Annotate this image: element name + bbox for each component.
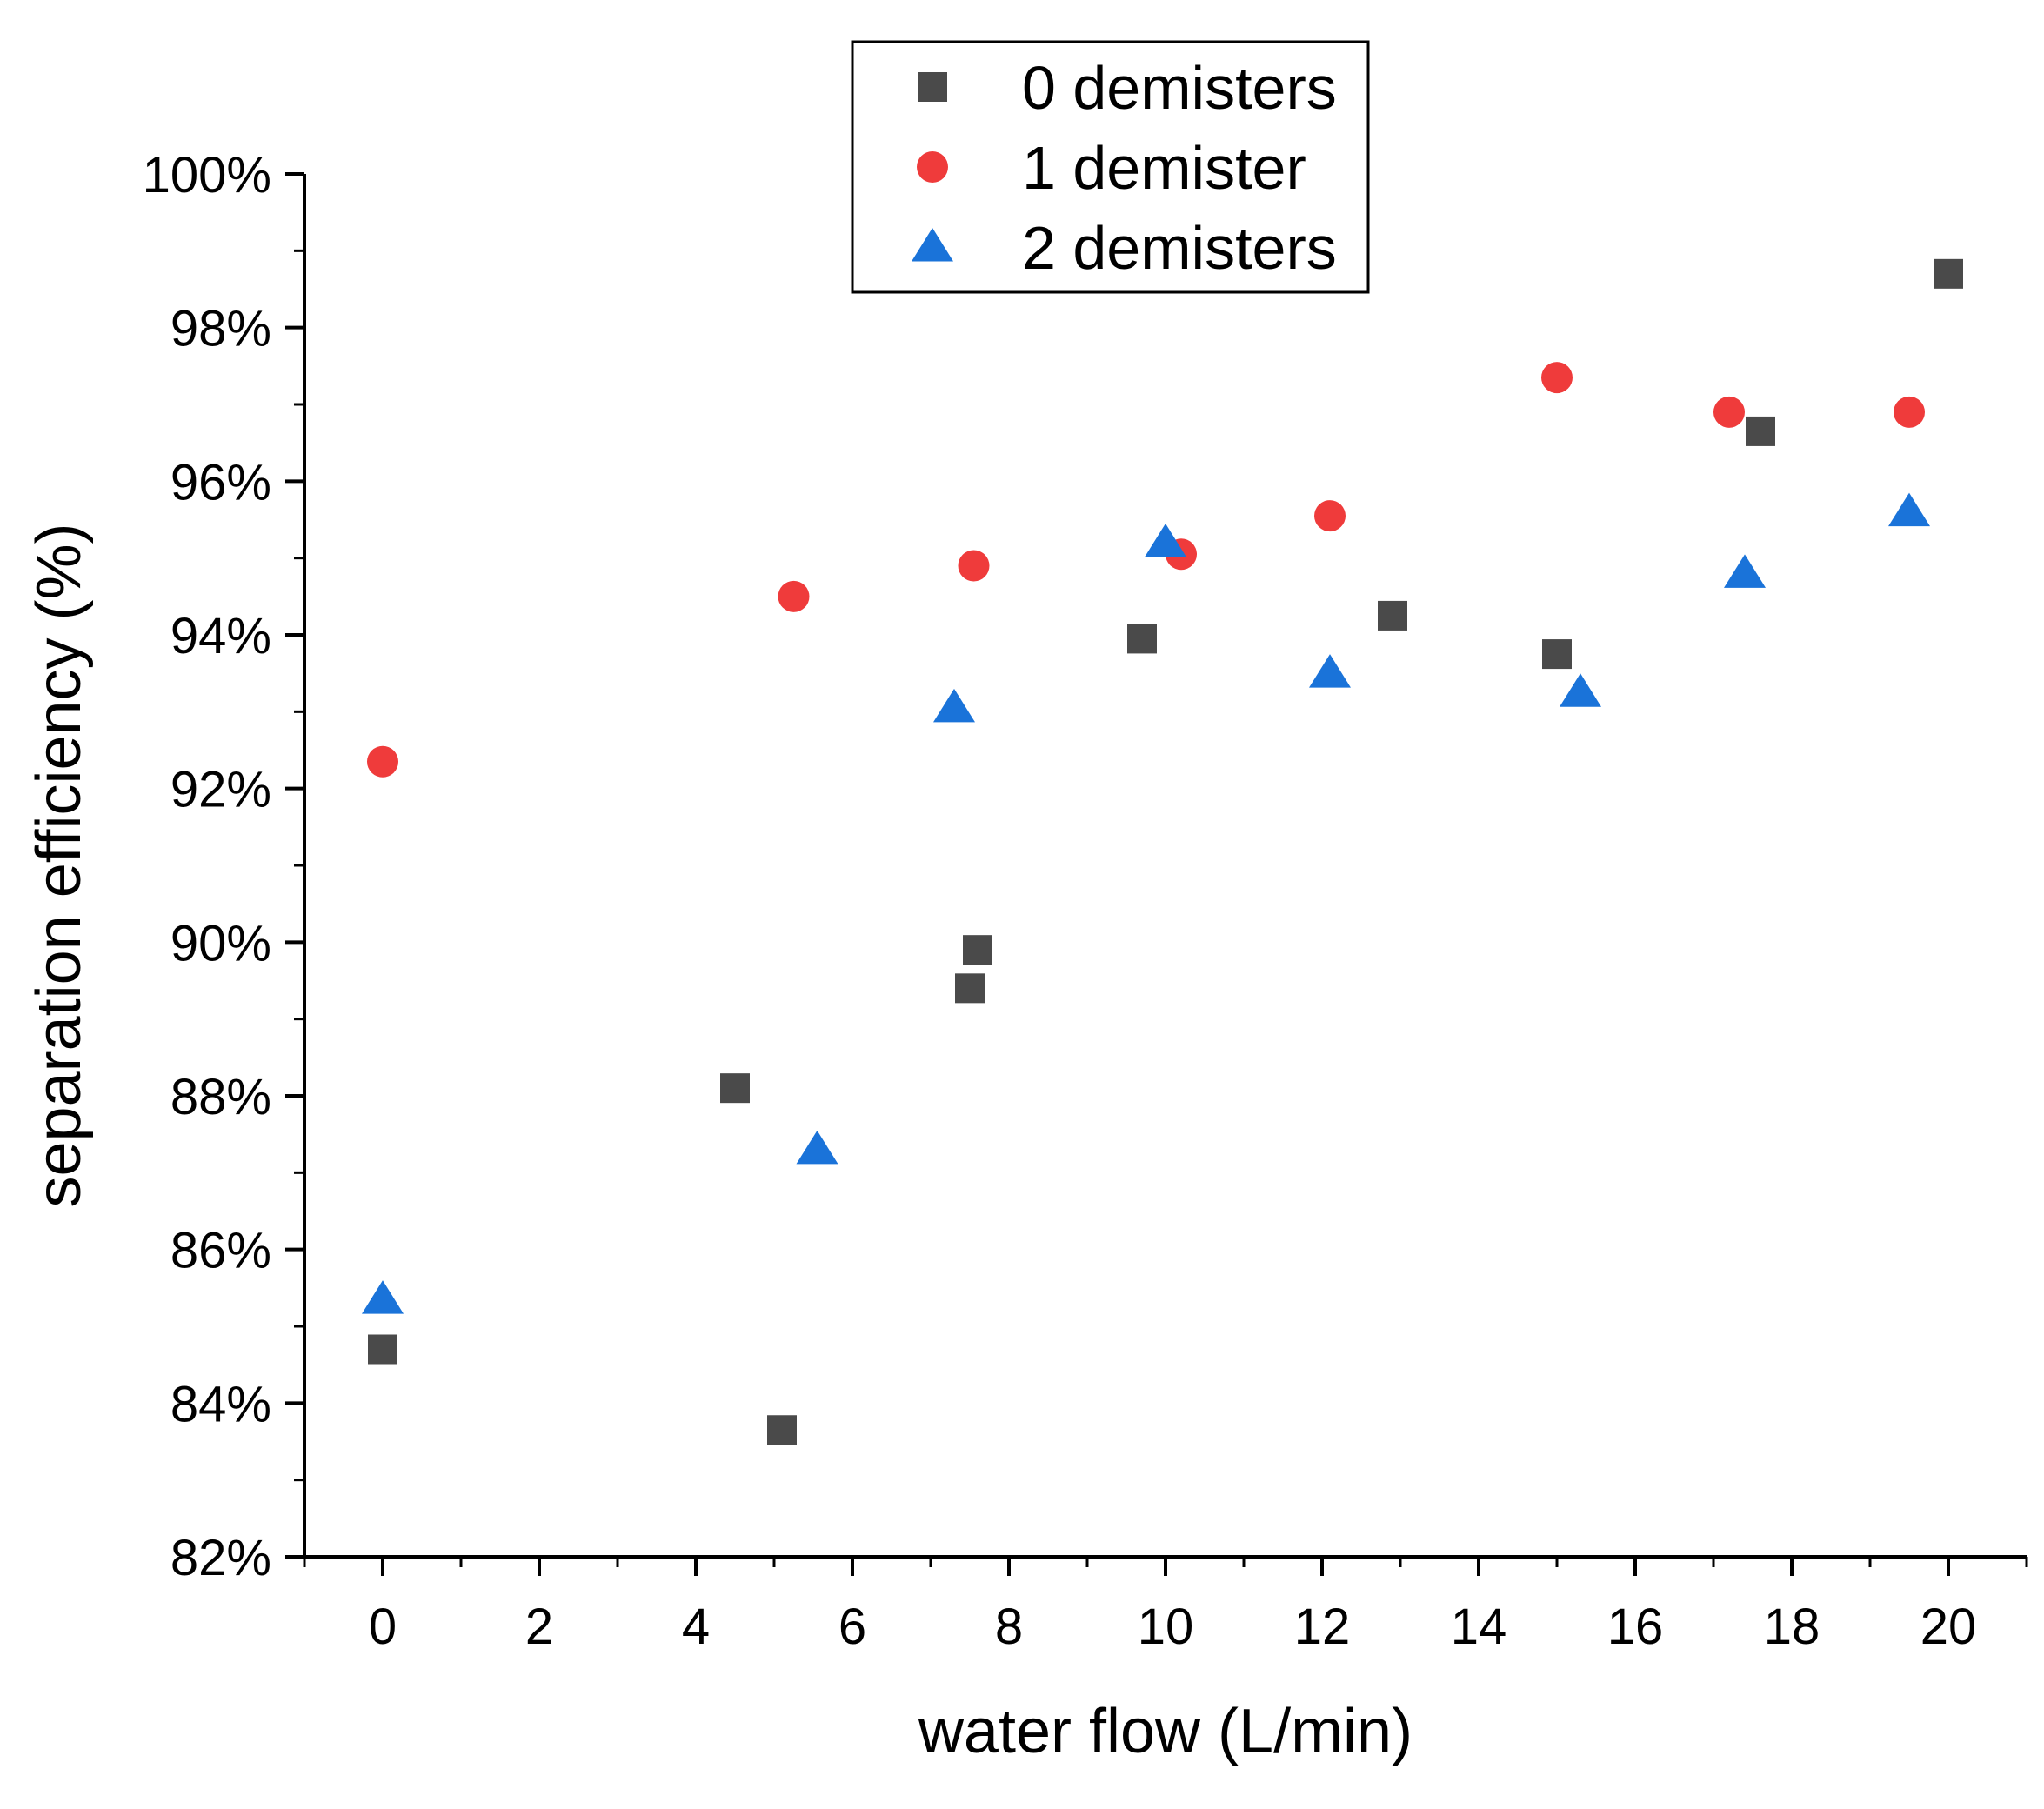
data-point-circle: [1314, 500, 1346, 532]
x-tick-label: 0: [369, 1599, 397, 1655]
legend-marker-circle: [917, 151, 948, 183]
axis-ticks: 82% 84% 86% 88% 90% 92% 94% 96% 98% 100% 0 2 4 6 8 10 12…: [143, 147, 2028, 1655]
legend-label: 0 demisters: [1022, 54, 1337, 122]
x-tick-label: 16: [1607, 1599, 1664, 1655]
legend-marker-triangle: [912, 228, 953, 262]
data-point-circle: [958, 550, 990, 582]
data-point-square: [1378, 600, 1407, 631]
x-tick-label: 10: [1138, 1599, 1194, 1655]
y-tick-label: 88%: [170, 1069, 271, 1125]
data-point-circle: [1713, 396, 1745, 428]
legend: 0 demisters 1 demister 2 demisters: [851, 40, 1370, 294]
y-tick-label: 92%: [170, 762, 271, 818]
series-triangle: [362, 492, 1930, 1314]
legend-marker-square: [918, 72, 947, 102]
data-point-triangle: [1145, 524, 1186, 557]
data-point-triangle: [796, 1130, 838, 1165]
data-point-circle: [367, 745, 398, 778]
data-point-square: [963, 935, 992, 965]
data-point-square: [720, 1073, 750, 1104]
data-point-triangle: [1724, 554, 1766, 588]
x-tick-label: 12: [1294, 1599, 1351, 1655]
data-point-square: [1934, 258, 1963, 289]
y-tick-label: 98%: [170, 301, 271, 357]
x-tick-label: 2: [525, 1599, 553, 1655]
x-tick-label: 18: [1764, 1599, 1820, 1655]
y-tick-label: 90%: [170, 915, 271, 971]
data-point-square: [955, 973, 985, 1004]
y-tick-label: 84%: [170, 1376, 271, 1432]
y-tick-label: 82%: [170, 1530, 271, 1586]
y-tick-label: 86%: [170, 1223, 271, 1279]
y-tick-label: 94%: [170, 608, 271, 664]
data-point-square: [1746, 416, 1775, 446]
data-point-square: [1127, 624, 1157, 654]
x-tick-label: 6: [838, 1599, 866, 1655]
legend-label: 2 demisters: [1022, 214, 1337, 282]
series-circle: [367, 362, 1925, 778]
y-tick-label: 96%: [170, 454, 271, 511]
axes: [303, 174, 2027, 1559]
x-axis-title: water flow (L/min): [918, 1697, 1413, 1766]
data-point-square: [368, 1334, 397, 1365]
data-point-triangle: [362, 1280, 404, 1314]
data-point-triangle: [933, 688, 975, 723]
data-point-triangle: [1560, 673, 1601, 707]
x-tick-label: 20: [1920, 1599, 1977, 1655]
x-tick-label: 4: [682, 1599, 710, 1655]
x-tick-label: 8: [995, 1599, 1023, 1655]
series-square: [368, 258, 1963, 1445]
legend-label: 1 demister: [1022, 134, 1306, 202]
data-point-square: [1542, 639, 1572, 670]
data-points: [362, 258, 1963, 1445]
y-axis-title: separation efficiency (%): [24, 523, 94, 1207]
x-tick-label: 14: [1451, 1599, 1507, 1655]
data-point-circle: [1894, 396, 1925, 428]
data-point-square: [767, 1415, 797, 1445]
data-point-circle: [778, 580, 810, 612]
y-tick-label: 100%: [143, 147, 271, 204]
data-point-circle: [1541, 362, 1573, 394]
data-point-triangle: [1309, 654, 1351, 688]
data-point-triangle: [1888, 492, 1930, 527]
